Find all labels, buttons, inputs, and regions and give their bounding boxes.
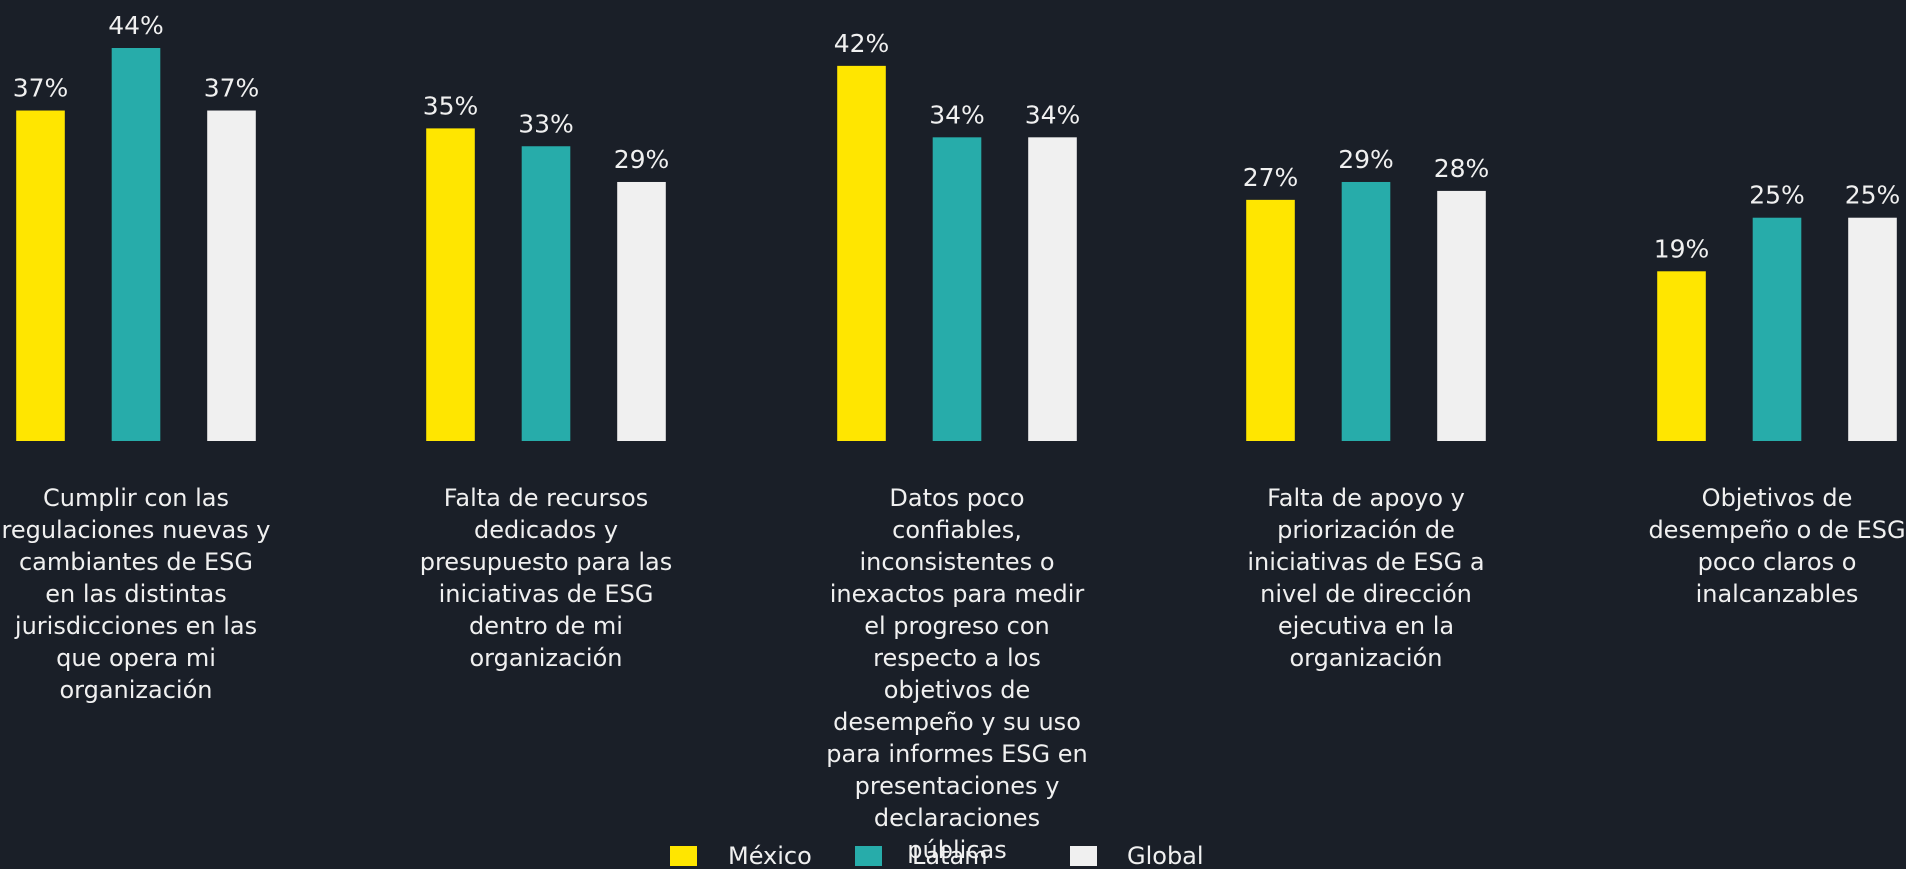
legend-swatch bbox=[855, 846, 882, 866]
bar bbox=[111, 48, 161, 441]
value-label: 37% bbox=[13, 74, 69, 103]
category-label: Falta de apoyo y priorización de iniciat… bbox=[1247, 484, 1485, 672]
value-label: 25% bbox=[1845, 181, 1901, 210]
bar bbox=[1848, 217, 1897, 441]
legend-swatch bbox=[670, 846, 697, 866]
bar bbox=[1341, 181, 1391, 441]
bar bbox=[1028, 137, 1077, 441]
category-label: Cumplir con las regulaciones nuevas y ca… bbox=[1, 484, 271, 704]
legend-label: Latam bbox=[912, 842, 988, 869]
bar bbox=[1246, 199, 1295, 441]
value-label: 44% bbox=[108, 11, 164, 40]
value-label: 35% bbox=[423, 91, 479, 120]
bar bbox=[1657, 271, 1706, 441]
category-label: Datos poco confiables, inconsistentes o … bbox=[826, 484, 1088, 864]
category-label: Objetivos de desempeño o de ESG poco cla… bbox=[1648, 484, 1906, 608]
value-label: 25% bbox=[1749, 181, 1805, 210]
value-label: 19% bbox=[1654, 234, 1710, 263]
bar bbox=[617, 181, 666, 441]
category-label: Falta de recursos dedicados y presupuest… bbox=[419, 484, 673, 672]
value-label: 34% bbox=[929, 100, 985, 129]
value-label: 34% bbox=[1025, 100, 1081, 129]
legend-swatch bbox=[1070, 846, 1097, 866]
value-label: 28% bbox=[1434, 154, 1490, 183]
bar bbox=[837, 65, 886, 441]
value-label: 29% bbox=[1338, 145, 1394, 174]
bar bbox=[16, 110, 65, 441]
value-label: 27% bbox=[1243, 163, 1299, 192]
value-label: 33% bbox=[518, 109, 574, 138]
value-label: 37% bbox=[204, 74, 260, 103]
bar bbox=[521, 146, 571, 441]
bar bbox=[426, 128, 475, 442]
value-label: 29% bbox=[614, 145, 670, 174]
bar bbox=[1752, 217, 1802, 441]
bar bbox=[1437, 190, 1486, 441]
value-label: 42% bbox=[834, 29, 890, 58]
legend-label: Global bbox=[1127, 842, 1204, 869]
legend-label: México bbox=[728, 842, 812, 869]
bar bbox=[207, 110, 256, 441]
bar bbox=[932, 137, 982, 441]
